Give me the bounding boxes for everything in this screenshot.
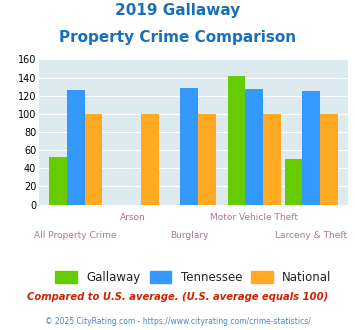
Bar — [141, 114, 159, 205]
Text: Property Crime Comparison: Property Crime Comparison — [59, 30, 296, 45]
Text: © 2025 CityRating.com - https://www.cityrating.com/crime-statistics/: © 2025 CityRating.com - https://www.city… — [45, 317, 310, 326]
Bar — [263, 114, 281, 205]
Bar — [84, 114, 103, 205]
Bar — [320, 114, 338, 205]
Bar — [228, 76, 246, 205]
Legend: Gallaway, Tennessee, National: Gallaway, Tennessee, National — [51, 266, 336, 289]
Text: All Property Crime: All Property Crime — [34, 231, 117, 240]
Bar — [302, 91, 320, 205]
Bar — [67, 90, 84, 205]
Text: 2019 Gallaway: 2019 Gallaway — [115, 3, 240, 18]
Bar — [180, 88, 198, 205]
Bar — [284, 159, 302, 205]
Text: Motor Vehicle Theft: Motor Vehicle Theft — [211, 213, 299, 222]
Text: Compared to U.S. average. (U.S. average equals 100): Compared to U.S. average. (U.S. average … — [27, 292, 328, 302]
Text: Burglary: Burglary — [170, 231, 209, 240]
Bar — [198, 114, 216, 205]
Bar — [246, 89, 263, 205]
Text: Arson: Arson — [120, 213, 146, 222]
Bar — [49, 157, 67, 205]
Text: Larceny & Theft: Larceny & Theft — [275, 231, 348, 240]
